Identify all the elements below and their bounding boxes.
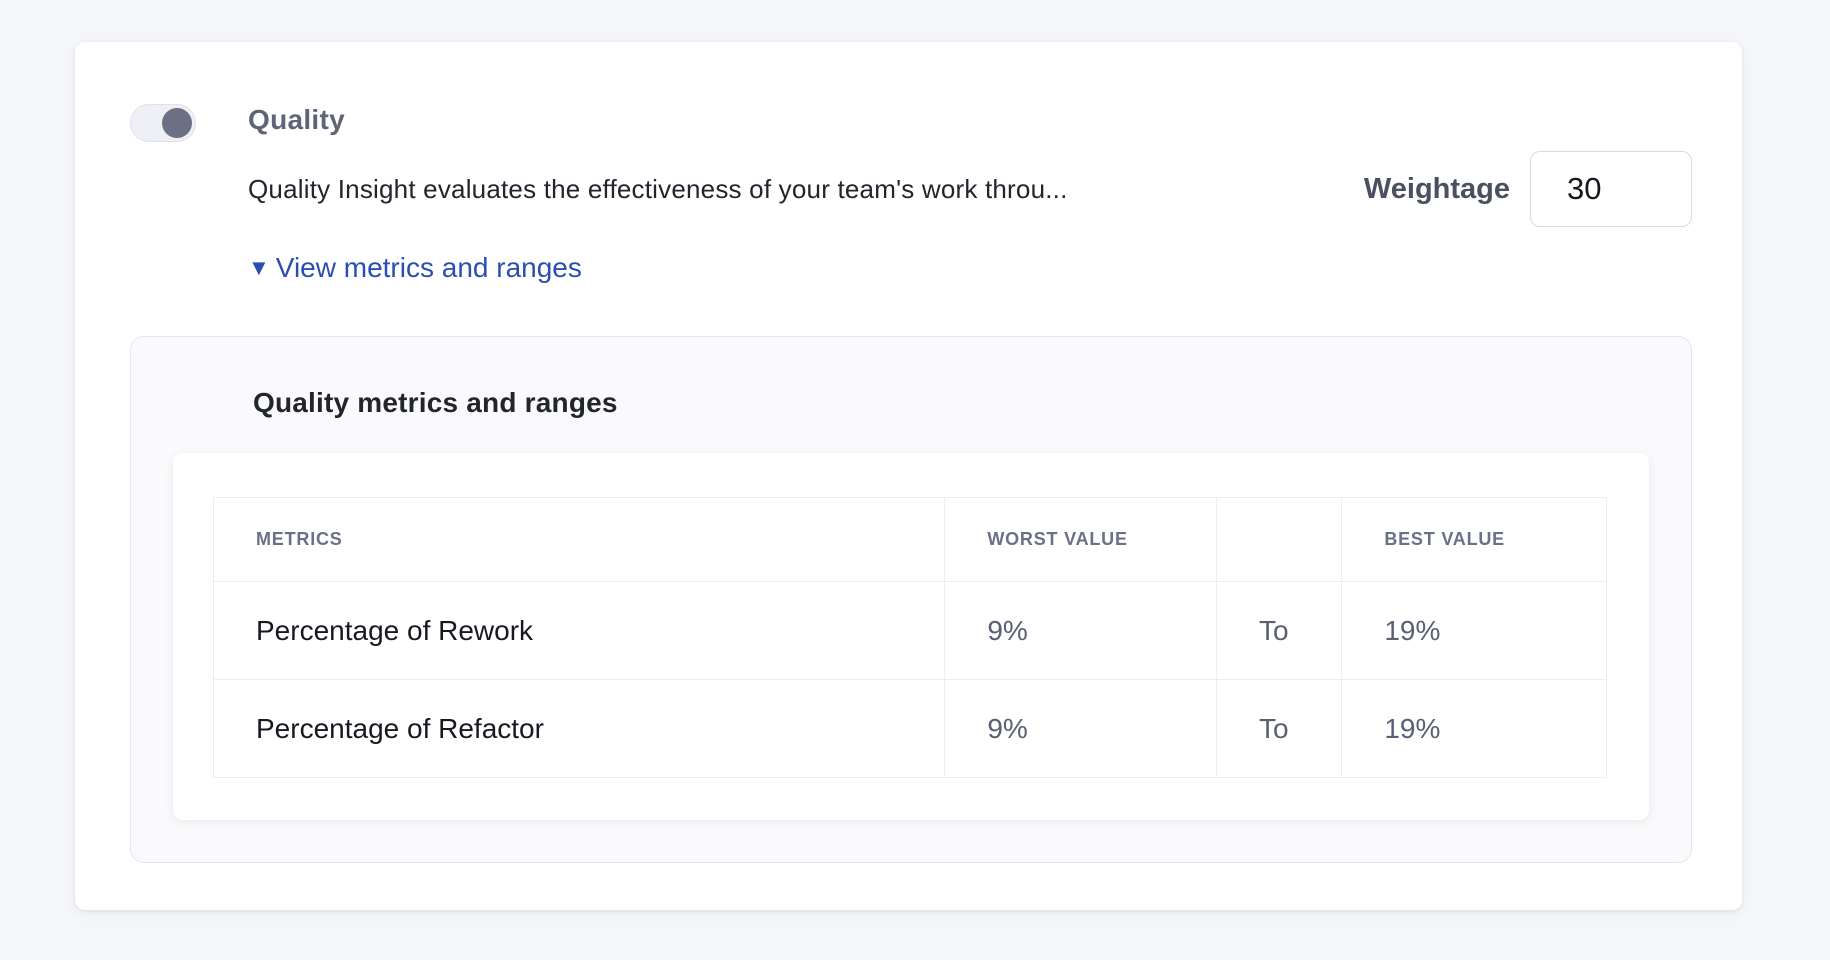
range-connector: To [1215,581,1343,680]
section-content: Quality Quality Insight evaluates the ef… [248,100,1692,284]
column-header-empty [1215,497,1343,582]
column-header-best-value: BEST VALUE [1341,497,1607,582]
weightage-input[interactable] [1530,151,1692,227]
toggle-knob-icon [162,108,192,138]
description-row: Quality Insight evaluates the effectiven… [248,150,1692,228]
range-connector: To [1215,679,1343,778]
weightage-label: Weightage [1363,172,1510,205]
worst-value: 9% [944,581,1217,680]
metric-name: Percentage of Rework [212,581,946,680]
table-header-row: METRICS WORST VALUE BEST VALUE [212,497,1607,582]
view-metrics-link-label: View metrics and ranges [275,252,582,283]
metric-name: Percentage of Refactor [212,679,946,778]
section-title: Quality [248,104,346,135]
table-row: Percentage of Rework 9% To 19% [212,581,1607,680]
best-value: 19% [1341,679,1607,778]
metrics-table-card: METRICS WORST VALUE BEST VALUE Percentag… [173,453,1649,820]
section-header: Quality Quality Insight evaluates the ef… [130,100,1692,284]
column-header-metrics: METRICS [212,497,946,582]
column-header-worst-value: WORST VALUE [944,497,1217,582]
quality-toggle[interactable] [130,104,196,142]
metrics-ranges-table: METRICS WORST VALUE BEST VALUE Percentag… [212,497,1607,778]
metrics-ranges-panel: Quality metrics and ranges METRICS WORST… [130,336,1692,863]
view-metrics-link[interactable]: ▼ View metrics and ranges [248,252,582,284]
weightage-group: Weightage [1364,151,1692,227]
worst-value: 9% [944,679,1217,778]
table-row: Percentage of Refactor 9% To 19% [212,679,1607,778]
panel-title: Quality metrics and ranges [253,387,618,418]
chevron-down-icon: ▼ [248,255,270,280]
best-value: 19% [1341,581,1607,680]
section-description: Quality Insight evaluates the effectiven… [248,173,1068,204]
toggle-column [130,100,248,284]
quality-section-card: Quality Quality Insight evaluates the ef… [75,42,1742,910]
